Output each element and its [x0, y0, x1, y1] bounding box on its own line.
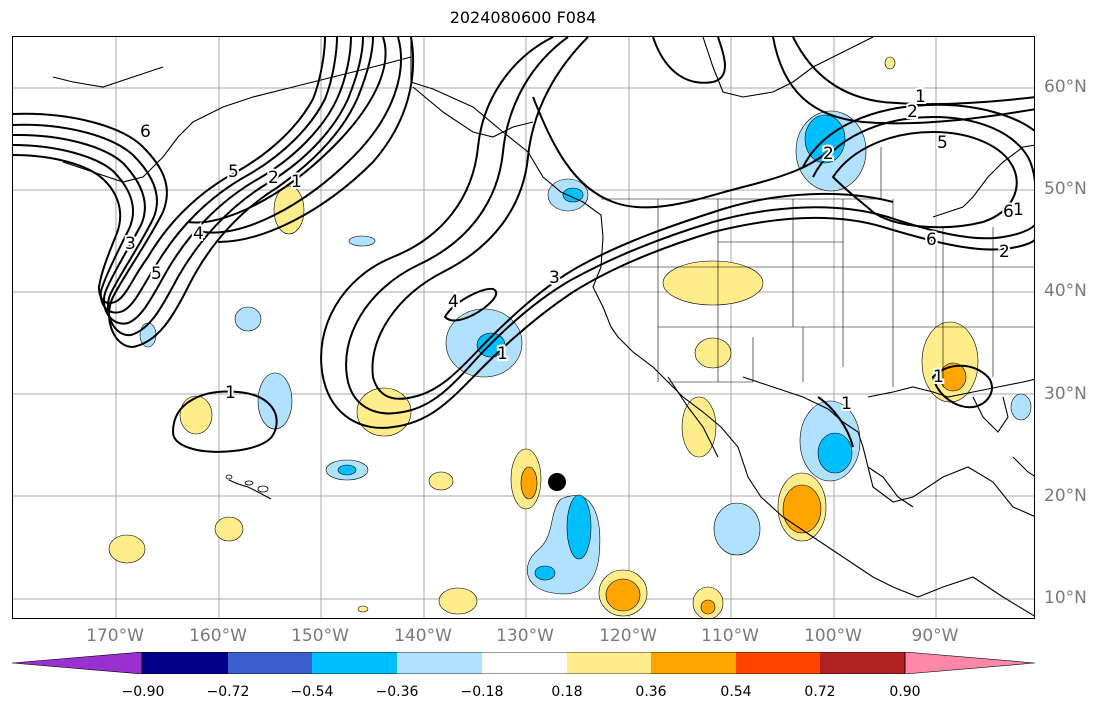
colorbar-tick: −0.36	[375, 684, 419, 700]
colorbar-segment	[312, 652, 397, 674]
negative-anomaly	[348, 235, 376, 247]
negative-anomaly	[713, 502, 761, 556]
positive-anomaly	[214, 516, 244, 542]
colorbar-tick: −0.72	[206, 684, 250, 700]
colorbar	[12, 652, 1036, 674]
contour-lines	[13, 37, 1034, 453]
positive-anomaly	[662, 260, 764, 306]
lon-label-100w: 100°W	[804, 626, 862, 646]
colorbar-tick: −0.54	[290, 684, 334, 700]
colorbar-tick: −0.18	[460, 684, 504, 700]
positive-anomaly	[438, 587, 478, 615]
lon-label-90w: 90°W	[911, 626, 959, 646]
lat-label-50n: 50°N	[1044, 179, 1087, 199]
contour-label: 3	[549, 268, 560, 288]
colorbar-tick: −0.90	[121, 684, 165, 700]
contour-label: 1	[225, 383, 236, 403]
colorbar-segment	[397, 652, 482, 674]
colorbar-extend-max	[904, 652, 1036, 674]
positive-anomaly	[356, 387, 412, 437]
colorbar-tick: 0.90	[889, 684, 921, 700]
contour-label: 2	[268, 168, 279, 188]
contour-label: 1	[841, 394, 852, 414]
lat-label-40n: 40°N	[1044, 281, 1087, 301]
positive-anomaly	[179, 395, 213, 435]
colorbar-segment	[142, 652, 228, 674]
contour-label: 4	[448, 292, 459, 312]
contour-labels: 1 2 5 6 1 2 3 4 5 6 1 2 3 4 1 1 5 6 1 2 …	[123, 85, 1026, 416]
positive-anomaly	[357, 605, 369, 613]
colorbar-segment	[228, 652, 312, 674]
lon-label-150w: 150°W	[291, 626, 349, 646]
contour-label: 6	[926, 230, 937, 250]
lon-label-120w: 120°W	[599, 626, 657, 646]
positive-anomaly-strong	[939, 362, 967, 392]
negative-anomaly	[234, 306, 262, 332]
colorbar-extend-min	[12, 652, 143, 674]
positive-anomaly	[273, 185, 305, 235]
colorbar-outline	[141, 652, 906, 674]
contour-label: 5	[228, 162, 239, 182]
contour-label: 4	[193, 224, 204, 244]
positive-anomaly-strong	[520, 466, 538, 500]
contour-label: 2	[907, 102, 918, 122]
lon-label-140w: 140°W	[394, 626, 452, 646]
negative-anomaly-strong	[817, 432, 853, 474]
negative-anomaly	[1010, 393, 1032, 421]
positive-anomaly	[681, 396, 717, 458]
map-title: 2024080600 F084	[449, 8, 597, 27]
positive-anomaly-strong	[605, 578, 641, 612]
contour-label: 2	[999, 242, 1010, 262]
coastlines	[52, 37, 1034, 617]
lon-label-130w: 130°W	[496, 626, 554, 646]
colorbar-segment	[820, 652, 905, 674]
contour-label: 5	[151, 264, 162, 284]
negative-anomaly-strong	[337, 464, 357, 476]
contour-label: 6	[140, 122, 151, 142]
contour-label: 1	[915, 87, 926, 107]
lon-label-110w: 110°W	[701, 626, 759, 646]
islands	[225, 474, 269, 493]
map-panel: 1 2 5 6 1 2 3 4 5 6 1 2 3 4 1 1 5 6 1 2 …	[12, 36, 1035, 619]
colorbar-segment	[482, 652, 567, 674]
contour-label: 1	[933, 367, 944, 387]
colorbar-segment	[651, 652, 736, 674]
negative-anomaly-strong	[534, 565, 556, 581]
contour-label: 1	[1013, 200, 1024, 220]
location-marker	[548, 473, 566, 491]
contour-label: 1	[497, 344, 508, 364]
negative-anomaly	[257, 372, 293, 430]
positive-anomaly-strong	[782, 484, 822, 534]
colorbar-segment	[567, 652, 651, 674]
positive-anomaly	[428, 471, 454, 491]
positive-anomaly	[694, 337, 732, 369]
colorbar-segment	[736, 652, 820, 674]
positive-anomaly	[108, 534, 146, 564]
contour-label: 5	[937, 133, 948, 153]
lon-label-170w: 170°W	[86, 626, 144, 646]
lat-label-30n: 30°N	[1044, 384, 1087, 404]
negative-anomaly-strong	[566, 494, 592, 560]
colorbar-tick: 0.18	[551, 684, 583, 700]
lat-label-20n: 20°N	[1044, 486, 1087, 506]
contour-label: 6	[1003, 202, 1014, 222]
positive-anomaly-strong	[700, 599, 716, 615]
negative-anomaly-strong	[562, 187, 584, 203]
lat-label-60n: 60°N	[1044, 77, 1087, 97]
contour-label: 1	[291, 172, 302, 192]
colorbar-tick: 0.36	[635, 684, 667, 700]
lon-label-160w: 160°W	[189, 626, 247, 646]
contour-label: 3	[125, 234, 136, 254]
lat-label-10n: 10°N	[1044, 588, 1087, 608]
contour-label: 2	[823, 144, 834, 164]
map-canvas: 1 2 5 6 1 2 3 4 5 6 1 2 3 4 1 1 5 6 1 2 …	[13, 37, 1034, 618]
shaded-anomalies	[108, 56, 1032, 618]
positive-anomaly	[884, 56, 896, 70]
colorbar-tick: 0.54	[720, 684, 752, 700]
colorbar-tick: 0.72	[804, 684, 836, 700]
